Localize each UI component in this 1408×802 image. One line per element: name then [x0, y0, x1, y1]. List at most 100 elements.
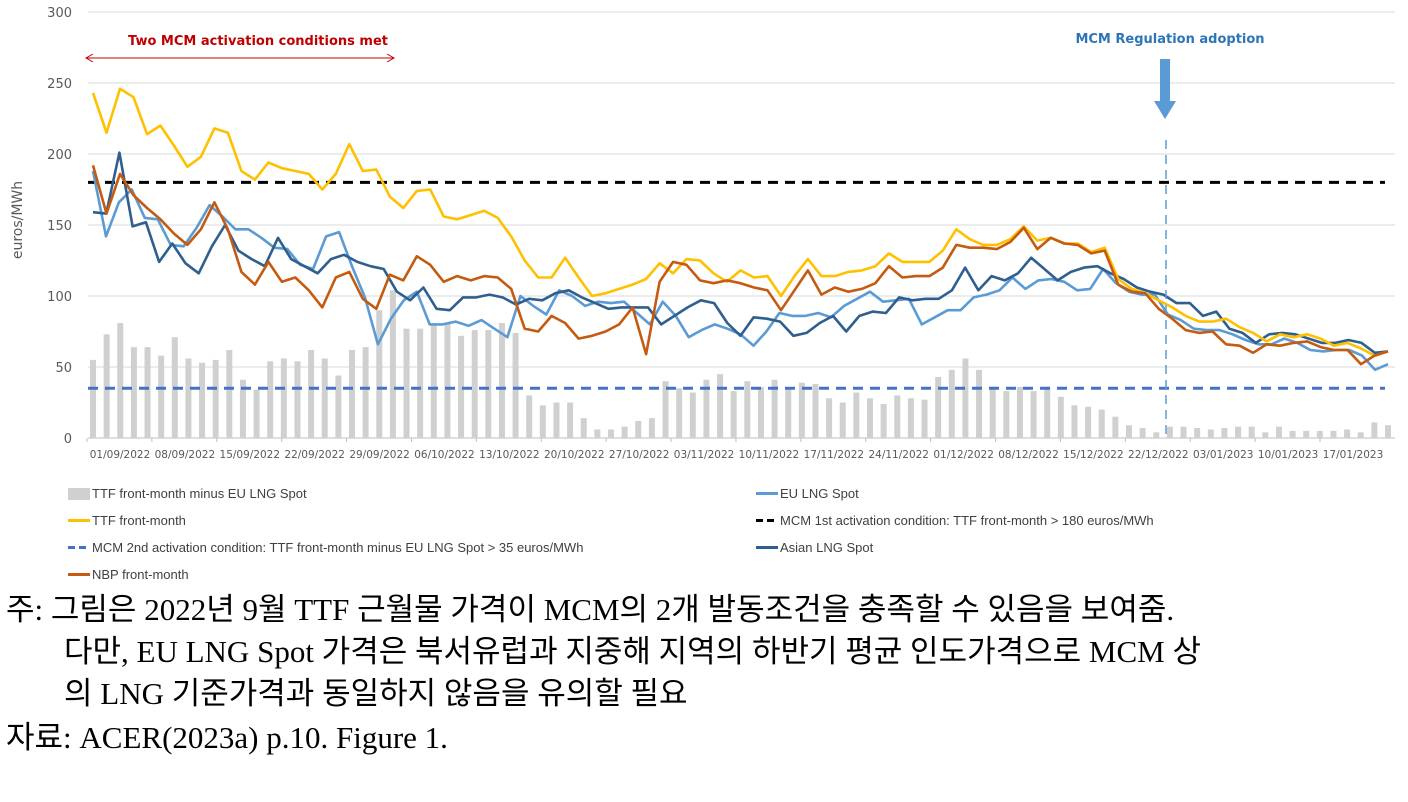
- bar: [771, 379, 778, 438]
- bar: [1371, 422, 1378, 438]
- bar: [1289, 430, 1296, 438]
- bar: [1003, 391, 1010, 438]
- bar: [512, 332, 519, 438]
- bar: [349, 349, 355, 438]
- x-tick-label: 17/11/2022: [804, 449, 865, 461]
- bar: [90, 359, 96, 438]
- bar: [1207, 429, 1214, 438]
- x-tick-label: 10/01/2023: [1258, 449, 1319, 461]
- bar: [335, 375, 342, 438]
- x-tick-label: 13/10/2022: [479, 449, 540, 461]
- x-tick-label: 03/11/2022: [674, 449, 735, 461]
- bar: [321, 358, 328, 438]
- bar: [103, 334, 110, 438]
- arrow-right-icon: [386, 53, 396, 63]
- bar: [1385, 425, 1391, 438]
- legend-label: TTF front-month: [92, 513, 186, 528]
- bar: [1221, 428, 1228, 438]
- y-tick-label: 300: [47, 6, 72, 21]
- bar: [662, 381, 669, 438]
- bar: [935, 376, 942, 438]
- bar: [553, 402, 560, 438]
- bar: [498, 322, 505, 438]
- bar: [1071, 405, 1078, 438]
- legend-item-nbp: NBP front-month: [68, 567, 189, 582]
- bar: [1303, 430, 1310, 438]
- bar: [199, 362, 206, 438]
- legend-label: MCM 1st activation condition: TTF front-…: [780, 513, 1154, 528]
- bar: [976, 369, 983, 438]
- legend-dash-swatch-icon: [756, 519, 778, 522]
- bar: [403, 328, 410, 438]
- bar: [1262, 432, 1269, 438]
- y-tick-label: 200: [47, 148, 72, 163]
- bar: [744, 381, 751, 438]
- y-tick-label: 50: [55, 361, 72, 376]
- annotation-activation: Two MCM activation conditions met: [128, 34, 388, 49]
- legend-label: TTF front-month minus EU LNG Spot: [92, 486, 307, 501]
- legend-label: NBP front-month: [92, 567, 189, 582]
- bar: [253, 389, 260, 438]
- x-tick-label: 22/12/2022: [1128, 449, 1189, 461]
- bar: [212, 359, 219, 438]
- note-line-1: 주: 그림은 2022년 9월 TTF 근월물 가격이 MCM의 2개 발동조건…: [6, 592, 1175, 627]
- y-tick-label: 250: [47, 77, 72, 92]
- bar: [621, 426, 628, 438]
- bar: [1057, 396, 1064, 438]
- x-tick-label: 27/10/2022: [609, 449, 670, 461]
- bar: [757, 386, 764, 438]
- bar: [703, 379, 710, 438]
- legend-label: EU LNG Spot: [780, 486, 859, 501]
- bar: [580, 418, 587, 438]
- bar: [1166, 426, 1173, 438]
- bar: [144, 347, 151, 438]
- bar: [1030, 391, 1037, 438]
- bar: [458, 335, 465, 438]
- x-tick-label: 15/09/2022: [220, 449, 281, 461]
- arrow-left-icon: [84, 53, 94, 63]
- bar: [1112, 416, 1119, 438]
- x-tick-label: 03/01/2023: [1193, 449, 1254, 461]
- note-line-2: 다만, EU LNG Spot 가격은 북서유럽과 지중해 지역의 하반기 평균…: [64, 634, 1201, 669]
- bar: [1357, 432, 1364, 438]
- bar: [185, 358, 192, 438]
- x-tick-label: 29/09/2022: [349, 449, 410, 461]
- bar: [1098, 409, 1105, 438]
- y-tick-label: 150: [47, 219, 72, 234]
- legend-item-ttf: TTF front-month: [68, 513, 186, 528]
- bar: [812, 384, 819, 438]
- bar: [226, 349, 233, 438]
- y-axis-label: euros/MWh: [10, 181, 26, 259]
- bar: [567, 402, 574, 438]
- bar: [853, 392, 860, 438]
- bar: [158, 355, 165, 438]
- x-tick-label: 10/11/2022: [739, 449, 800, 461]
- bar: [117, 322, 124, 438]
- series-line: [91, 87, 1389, 357]
- x-tick-label: 22/09/2022: [284, 449, 345, 461]
- bar: [962, 358, 969, 438]
- bar: [1275, 426, 1282, 438]
- legend-item-mcm2: MCM 2nd activation condition: TTF front-…: [68, 540, 583, 555]
- bar: [267, 361, 274, 438]
- bar: [130, 347, 137, 438]
- x-tick-label: 06/10/2022: [414, 449, 475, 461]
- bar: [294, 361, 301, 438]
- bar: [539, 405, 546, 438]
- bar: [594, 429, 601, 438]
- legend-label: Asian LNG Spot: [780, 540, 874, 555]
- bar: [444, 322, 451, 438]
- series-line: [91, 165, 1389, 366]
- x-tick-label: 15/12/2022: [1063, 449, 1124, 461]
- x-tick-label: 24/11/2022: [868, 449, 929, 461]
- bar: [1235, 426, 1242, 438]
- bar: [798, 382, 805, 438]
- line-chart: 0 50 100 150 200 250 300 euros/MWh 01/09/2022 08/…: [10, 6, 1395, 461]
- bar: [907, 398, 914, 438]
- x-tick-label: 17/01/2023: [1323, 449, 1384, 461]
- bar: [839, 402, 846, 438]
- bar: [894, 395, 901, 438]
- bar: [989, 386, 996, 438]
- bar: [1180, 426, 1187, 438]
- chart-legend: TTF front-month minus EU LNG Spot EU LNG…: [0, 478, 1408, 588]
